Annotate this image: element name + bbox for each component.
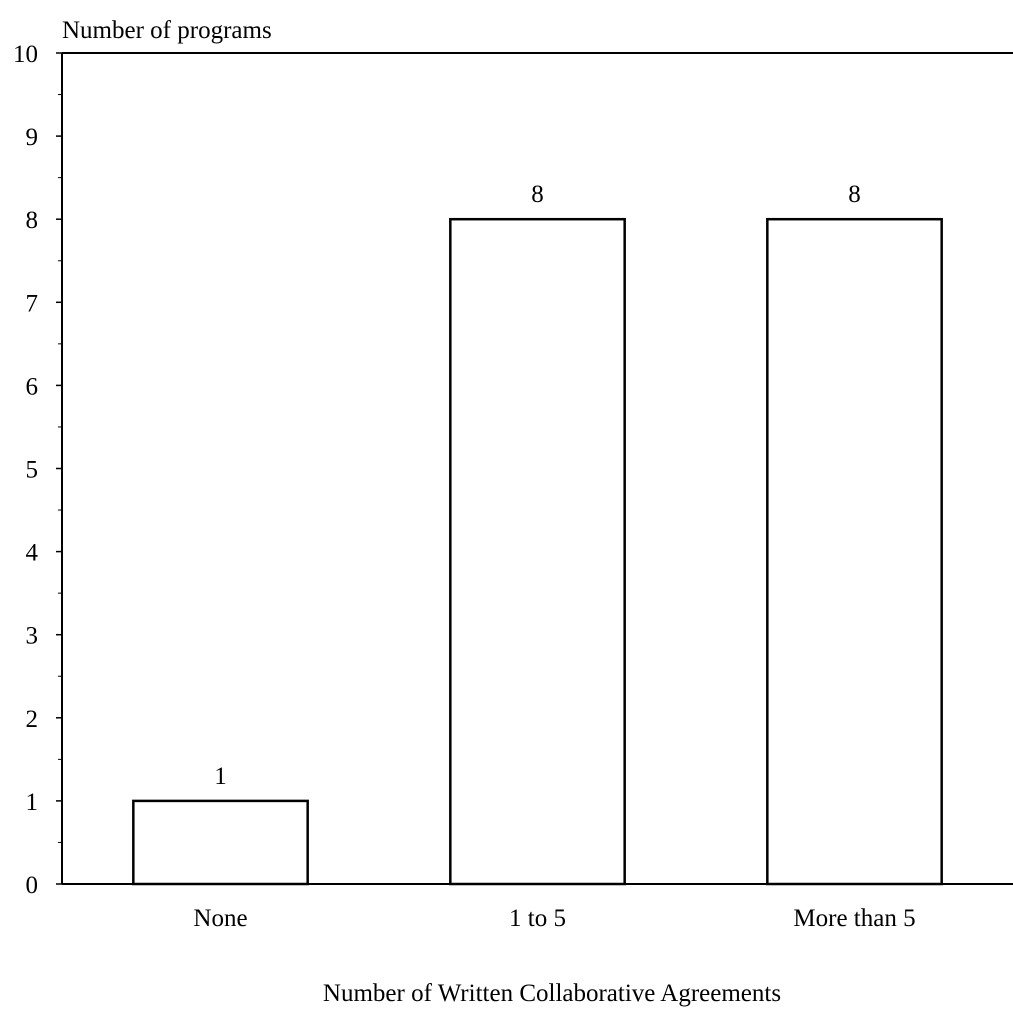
data-label: 8	[848, 181, 861, 208]
y-ticks: 0 1 2 3 4 5 6 7 8 9 10	[13, 41, 62, 899]
bar	[766, 217, 943, 886]
y-tick-label: 8	[26, 207, 39, 234]
bars	[132, 217, 943, 886]
y-tick-label: 9	[26, 124, 39, 151]
category-label: None	[193, 905, 247, 932]
data-label: 1	[214, 763, 227, 790]
plot-area: 0 1 2 3 4 5 6 7 8 9 10 1 8 8 None 1 to 5 More than 5	[13, 41, 1013, 932]
bar	[132, 799, 309, 886]
bar	[449, 217, 626, 886]
category-labels: None 1 to 5 More than 5	[193, 905, 915, 932]
y-tick-label: 7	[26, 290, 39, 317]
y-tick-label: 6	[26, 373, 39, 400]
y-axis-title: Number of programs	[62, 17, 272, 44]
y-tick-label: 10	[13, 41, 38, 68]
y-tick-label: 3	[26, 623, 39, 650]
y-tick-label: 4	[26, 540, 39, 567]
y-tick-label: 2	[26, 706, 39, 733]
y-tick-label: 0	[26, 872, 39, 899]
y-tick-label: 5	[26, 457, 39, 484]
x-axis-title: Number of Written Collaborative Agreemen…	[323, 980, 781, 1007]
data-label: 8	[531, 181, 544, 208]
category-label: 1 to 5	[509, 905, 566, 932]
category-label: More than 5	[793, 905, 915, 932]
data-labels: 1 8 8	[214, 181, 861, 790]
y-tick-label: 1	[26, 789, 39, 816]
